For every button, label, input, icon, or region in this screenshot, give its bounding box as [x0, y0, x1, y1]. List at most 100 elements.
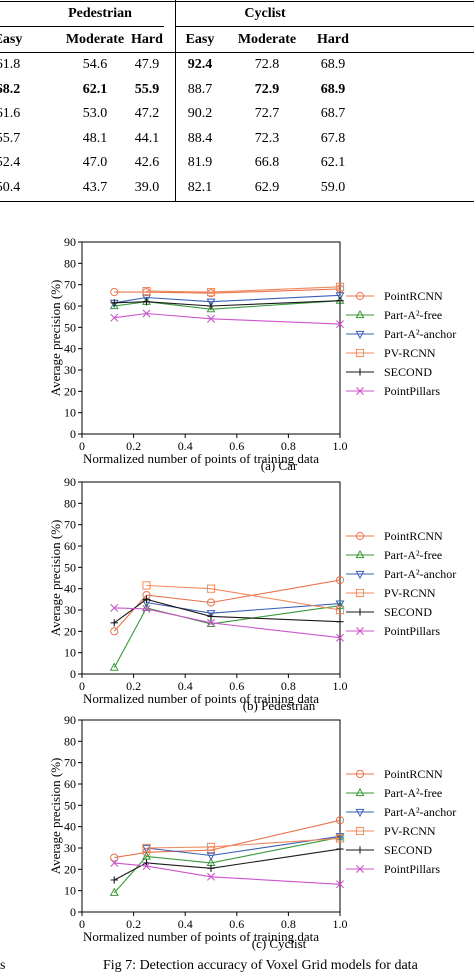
chart-pedestrian: 0 10 20 30 40 50 60 70 80 90 0 0.2 0.4 0.6 0.8 1.0 Norma…: [48, 475, 456, 706]
legend-marker: [355, 826, 365, 836]
series-line: [146, 835, 341, 857]
data-point: [207, 314, 215, 323]
data-point: [142, 862, 151, 871]
table-cell: 62.9: [254, 179, 280, 195]
data-point: [142, 848, 151, 857]
data-point: [207, 618, 215, 627]
legend-label: SECOND: [384, 605, 432, 619]
series-line: [113, 605, 341, 668]
y-tick-label: 50: [64, 320, 76, 334]
y-axis-label: Average precision (%): [48, 520, 63, 637]
y-tick-label: 20: [64, 862, 76, 876]
data-point: [335, 600, 345, 609]
legend-label: PointRCNN: [384, 529, 443, 543]
x-tick-label: 0: [79, 679, 85, 693]
data-point: [336, 320, 344, 329]
legend-marker: [356, 846, 364, 854]
data-point: [142, 595, 151, 603]
y-tick-label: 0: [70, 667, 76, 681]
table-cell: 68.2: [0, 81, 21, 97]
legend-label: PV-RCNN: [384, 586, 436, 600]
y-tick-label: 40: [64, 820, 76, 834]
y-tick-label: 10: [64, 884, 76, 898]
y-tick-label: 80: [64, 496, 76, 510]
data-point: [335, 282, 345, 291]
plot-frame: [81, 481, 341, 675]
group-header-pedestrian: Pedestrian: [68, 6, 132, 21]
data-point: [109, 662, 119, 671]
x-axis-label: Normalized number of points of training …: [83, 929, 319, 944]
legend-marker: [355, 348, 365, 358]
y-tick-label: 30: [64, 363, 76, 377]
legend: PointRCNN Part-A²-free Part-A²-anchor PV-RC…: [346, 289, 456, 398]
y-axis-label: Average precision (%): [48, 280, 63, 397]
column-header: Moderate: [65, 32, 125, 47]
series-4: [110, 845, 344, 884]
data-point: [207, 872, 215, 881]
table-cell: 62.1: [320, 155, 346, 170]
legend-marker: [356, 387, 364, 395]
table-cell: 44.1: [134, 130, 160, 146]
data-point: [142, 851, 151, 860]
chart-caption: (c) Cyclist: [251, 936, 307, 951]
x-tick-label: 0.2: [126, 917, 141, 931]
legend-marker: [355, 549, 365, 559]
y-tick-label: 70: [64, 756, 76, 770]
data-point: [142, 309, 151, 318]
data-point: [142, 604, 151, 613]
data-point: [336, 880, 344, 889]
series-line: [146, 837, 341, 849]
data-point: [109, 300, 119, 310]
legend-marker: [355, 570, 365, 580]
y-tick-label: 60: [64, 299, 76, 313]
data-point: [336, 618, 344, 626]
y-tick-label: 70: [64, 278, 76, 292]
legend-label: Part-A²-anchor: [384, 327, 456, 341]
data-point: [207, 864, 215, 872]
table-cell: 67.8: [320, 130, 346, 146]
data-point: [335, 834, 345, 843]
x-tick-label: 0.8: [281, 439, 296, 453]
legend-label: PointRCNN: [384, 767, 443, 781]
data-point: [336, 633, 344, 642]
legend-label: Part-A²-free: [384, 548, 442, 562]
chart-car: 0 10 20 30 40 50 60 70 80 90 0 0.2 0.4 0.6 0.8 1.0 Norma…: [48, 235, 456, 466]
series-3: [142, 834, 345, 853]
data-point: [206, 842, 216, 852]
y-tick-label: 10: [64, 406, 76, 420]
series-1: [109, 832, 345, 896]
legend: PointRCNN Part-A²-free Part-A²-anchor PV-RC…: [346, 767, 456, 876]
table-cell: 88.4: [187, 130, 213, 146]
x-tick-label: 0: [79, 439, 85, 453]
y-tick-label: 50: [64, 798, 76, 812]
table-cell: 55.7: [0, 130, 21, 146]
legend-label: SECOND: [384, 365, 432, 379]
data-point: [142, 581, 151, 590]
series-line: [146, 584, 341, 611]
x-tick-label: 1.0: [333, 679, 348, 693]
legend-label: PointPillars: [384, 862, 440, 876]
data-point: [336, 845, 344, 853]
y-tick-label: 80: [64, 256, 76, 270]
y-tick-label: 20: [64, 384, 76, 398]
legend-marker: [355, 291, 365, 301]
y-tick-label: 90: [64, 713, 76, 727]
x-tick-label: 0.8: [281, 679, 296, 693]
chart-panel-cyclist: 0 10 20 30 40 50 60 70 80 90 0 0.2 0.4 0.6 0.8 1.0 Norma…: [0, 708, 474, 958]
figure-caption-fragment: s: [0, 958, 6, 973]
figure-caption: Fig 7: Detection accuracy of Voxel Grid …: [103, 958, 418, 973]
legend-marker: [355, 787, 365, 797]
x-axis-label: Normalized number of points of training …: [83, 691, 319, 706]
y-tick-label: 40: [64, 582, 76, 596]
table-cell: 52.4: [0, 155, 21, 170]
data-point: [335, 816, 345, 825]
chart-panel-car: 0 10 20 30 40 50 60 70 80 90 0 0.2 0.4 0.6 0.8 1.0 Norma…: [0, 230, 474, 480]
series-line: [114, 607, 341, 639]
x-tick-label: 1.0: [333, 917, 348, 931]
table-cell: 72.3: [254, 130, 280, 146]
table-cell: 42.6: [134, 155, 160, 170]
y-tick-label: 90: [64, 235, 76, 249]
table-cell: 47.9: [134, 57, 160, 72]
series-3: [142, 282, 345, 297]
series-5: [110, 309, 344, 329]
